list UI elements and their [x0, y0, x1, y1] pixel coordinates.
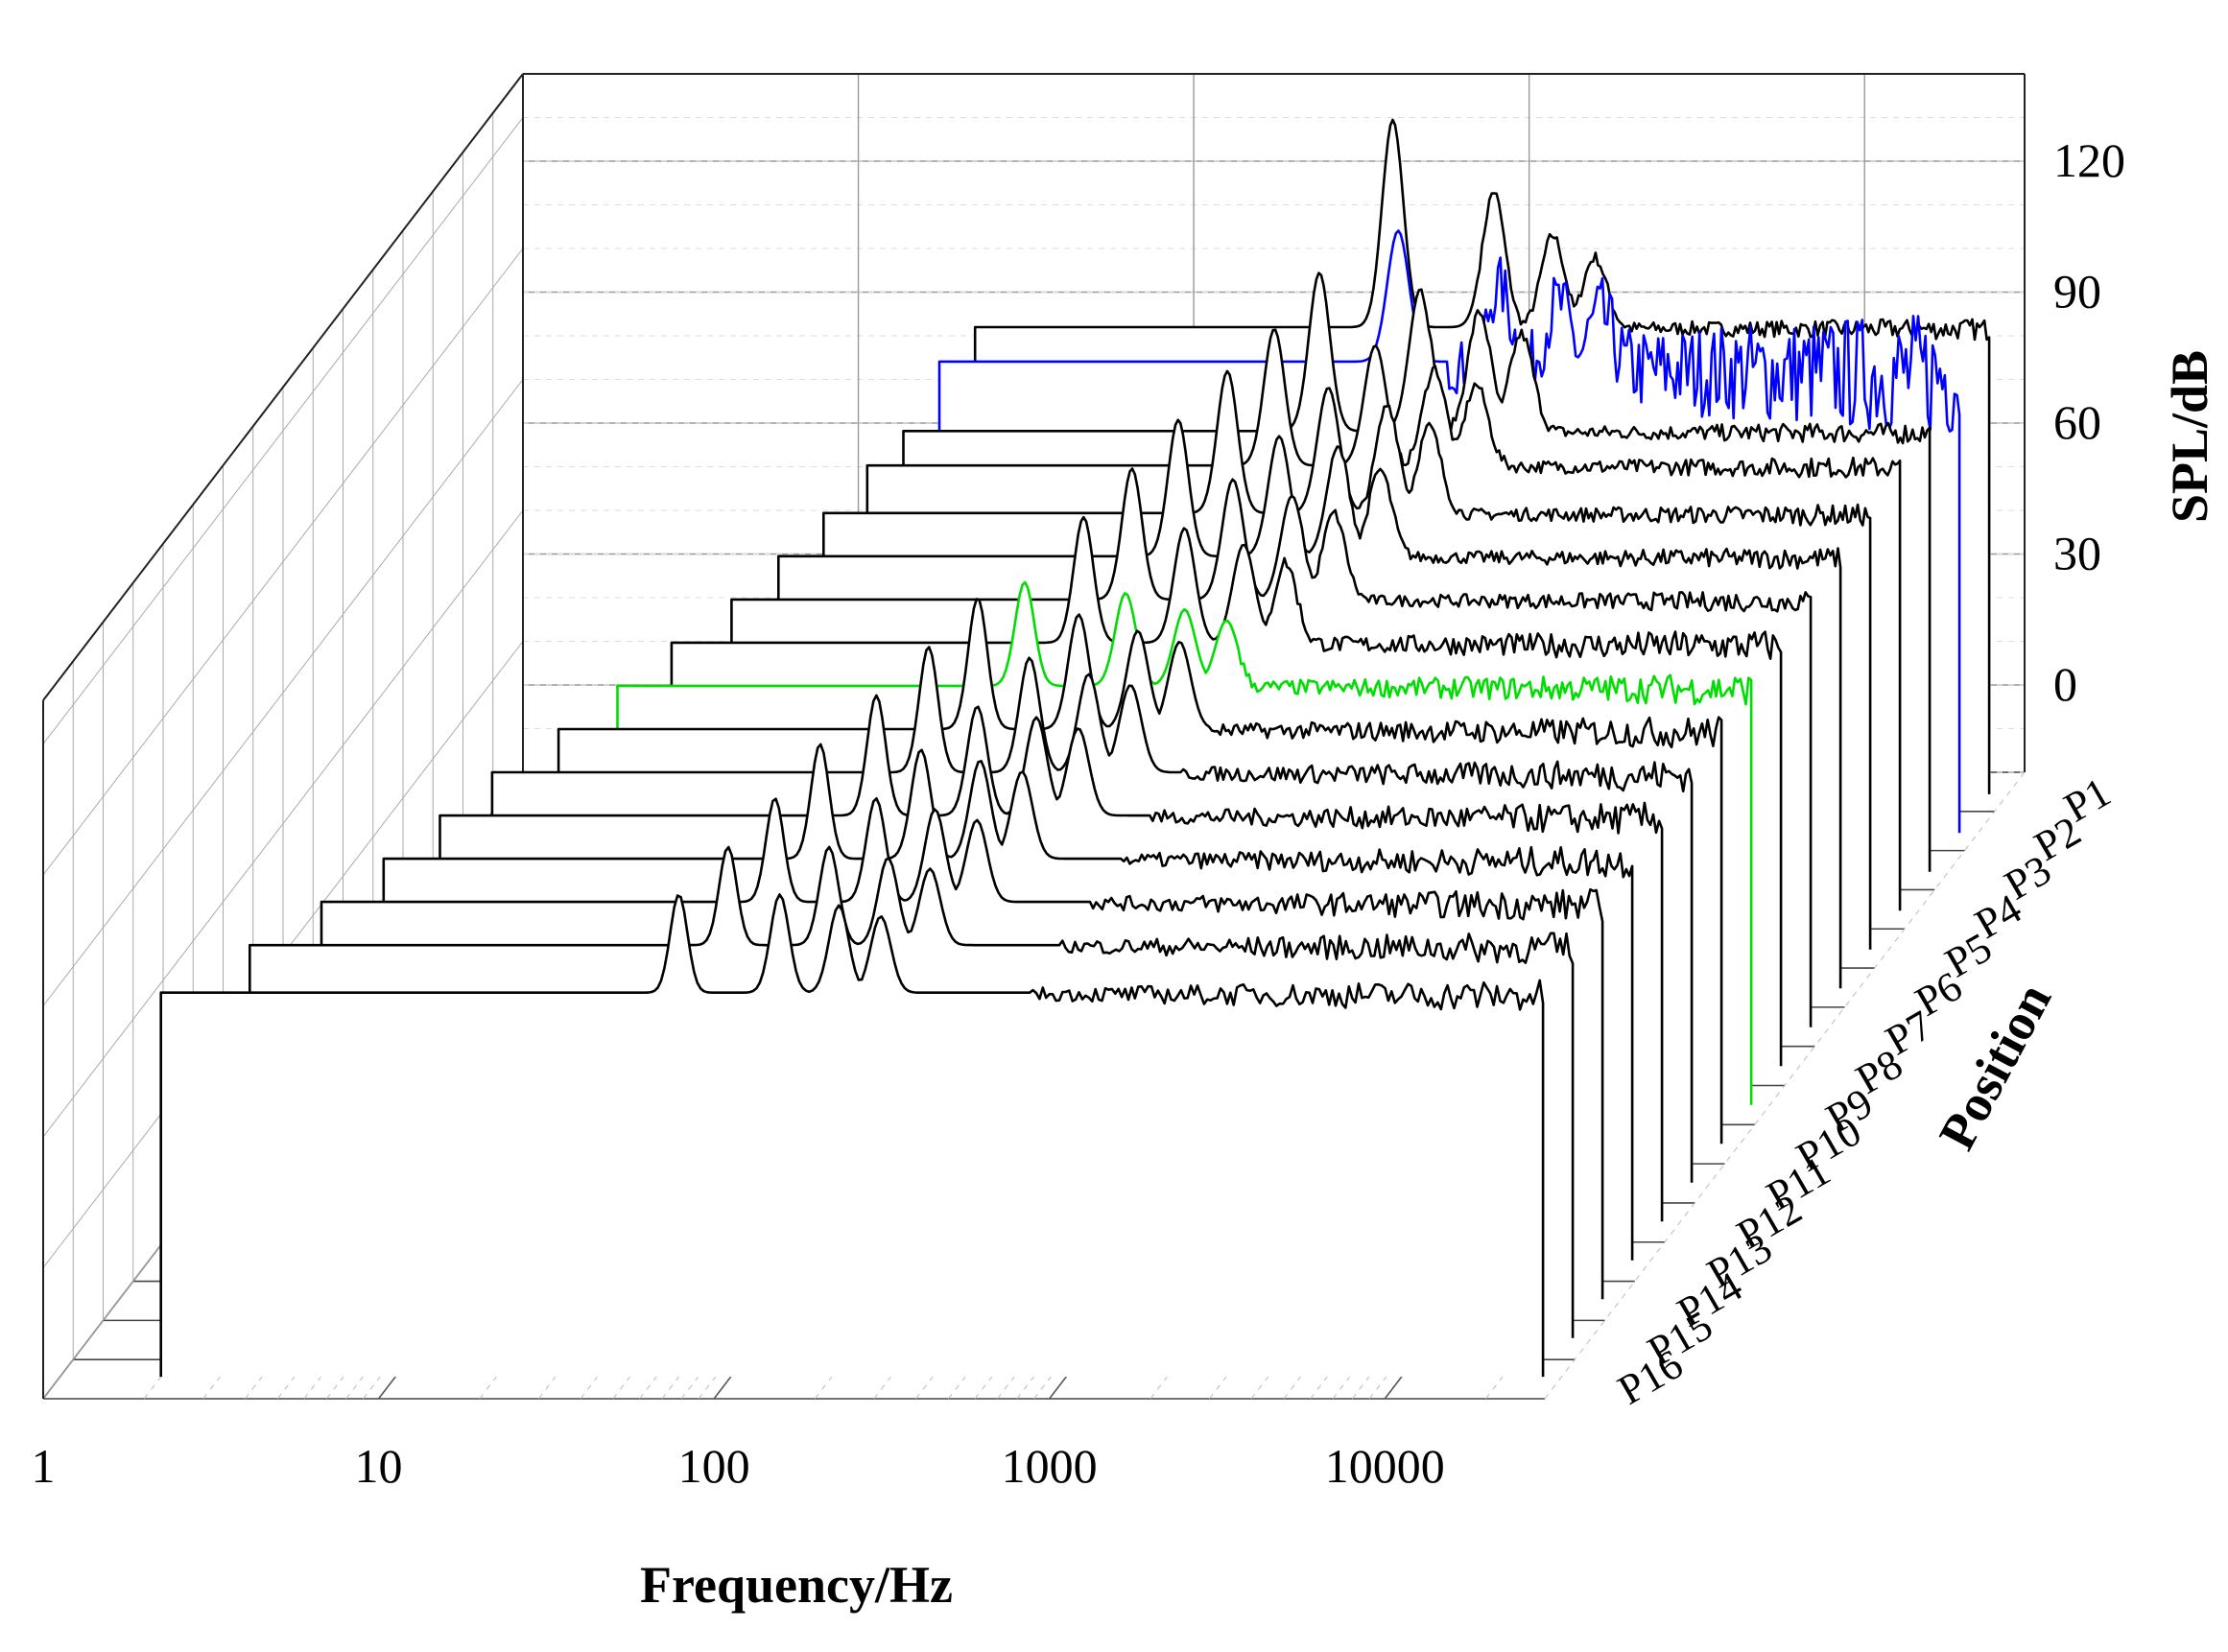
series-line-p3	[902, 271, 1932, 872]
z-tick-label: 0	[2053, 657, 2077, 711]
left-wall-gridline	[42, 379, 524, 1006]
x-tick-label: 100	[678, 1439, 750, 1493]
series-line-p10	[557, 598, 1723, 1145]
x-tick-label: 1000	[1002, 1439, 1098, 1493]
x-tick-label: 10000	[1325, 1439, 1445, 1493]
series-layer	[159, 118, 1991, 1378]
series-line-p6	[777, 418, 1842, 989]
z-tick-label: 30	[2053, 527, 2101, 580]
frame-edge	[42, 73, 524, 701]
series-line-p11	[490, 646, 1694, 1183]
left-wall-gridline	[42, 117, 524, 744]
z-tick-label: 120	[2053, 133, 2125, 187]
series-line-p14	[320, 797, 1604, 1300]
series-line-p2	[937, 229, 1961, 834]
left-wall-gridline	[42, 509, 524, 1138]
series-line-p7	[730, 467, 1813, 1027]
left-wall-gridline	[42, 248, 524, 876]
series-line-p13	[382, 743, 1634, 1261]
z-axis-title: SPL/dB	[2161, 350, 2218, 523]
series-line-p9	[616, 580, 1753, 1105]
floor-minor-line	[1544, 771, 2026, 1400]
series-line-p4	[865, 328, 1902, 911]
x-axis-title: Frequency/Hz	[640, 1556, 953, 1614]
series-line-p16	[159, 893, 1545, 1378]
x-tick-label: 1	[32, 1439, 56, 1493]
series-line-p15	[249, 845, 1575, 1338]
series-line-p12	[438, 694, 1664, 1222]
series-line-p1	[973, 118, 1991, 794]
z-tick-label: 90	[2053, 265, 2101, 319]
z-tick-label: 60	[2053, 395, 2101, 449]
x-tick-label: 10	[355, 1439, 403, 1493]
series-line-p8	[670, 515, 1783, 1067]
series-fill-p16	[160, 894, 1544, 1378]
